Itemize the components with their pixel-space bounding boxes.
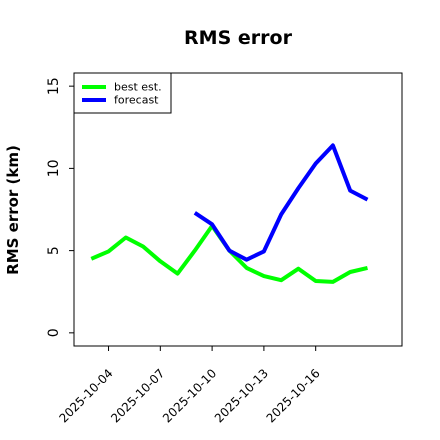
plot-frame — [73, 72, 403, 347]
chart-title: RMS error — [184, 27, 293, 49]
y-tick-label: 0 — [46, 328, 62, 337]
legend-box — [73, 72, 172, 114]
y-tick-label: 5 — [46, 246, 62, 255]
y-axis-label: RMS error (km) — [4, 145, 22, 275]
y-tick-label: 15 — [46, 77, 62, 95]
series-line-forecast — [193, 143, 369, 262]
y-tick-label: 10 — [46, 159, 62, 177]
legend-label: best est. — [114, 81, 162, 94]
legend-label: forecast — [114, 94, 159, 107]
